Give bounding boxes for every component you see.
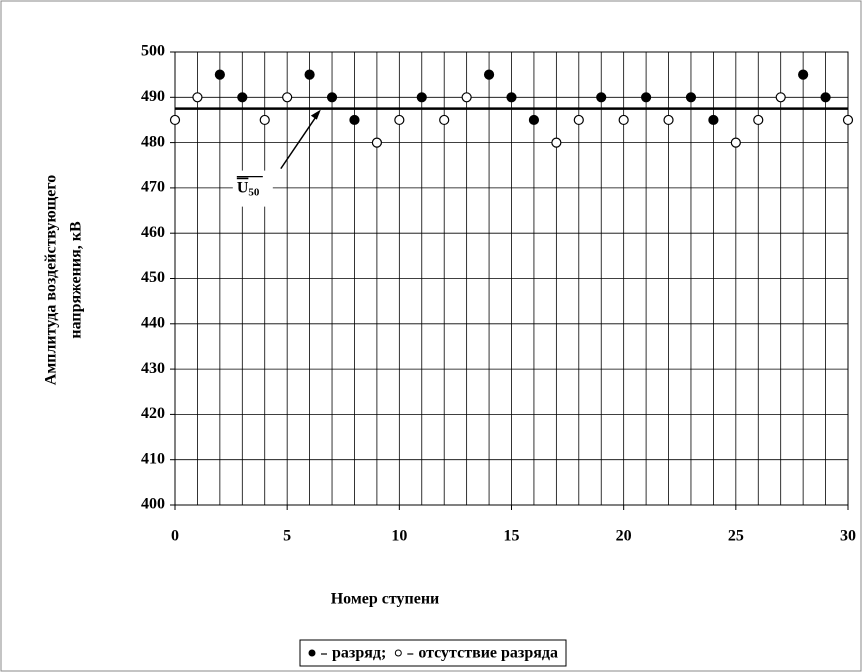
y-tick-label: 480 <box>141 133 165 150</box>
point <box>798 69 809 80</box>
y-tick-label: 490 <box>141 88 165 105</box>
point <box>237 92 248 103</box>
legend-box <box>299 639 567 667</box>
y-tick-label: 400 <box>141 496 165 513</box>
y-tick-label: 430 <box>141 360 165 377</box>
x-tick-label: 0 <box>171 528 179 545</box>
arrow-head <box>310 109 321 120</box>
point <box>439 114 450 126</box>
y-tick-label: 410 <box>141 450 165 467</box>
legend-marker <box>308 649 316 657</box>
point <box>371 137 382 148</box>
point <box>596 92 607 103</box>
point <box>304 69 315 80</box>
point <box>528 114 540 126</box>
u50-label-main: U <box>237 179 249 196</box>
point <box>349 114 360 126</box>
x-tick-label: 20 <box>616 528 632 545</box>
y-axis-label: напряжения, кВ <box>68 221 85 339</box>
u50-label: U50 <box>237 179 260 198</box>
x-tick-label: 10 <box>391 528 407 545</box>
point <box>730 137 741 148</box>
point <box>820 92 831 103</box>
x-tick-label: 15 <box>504 528 520 545</box>
point <box>640 92 652 103</box>
point <box>416 92 427 103</box>
u50-label-sub: 50 <box>248 186 259 198</box>
point <box>618 114 629 126</box>
x-tick-label: 30 <box>840 528 856 545</box>
y-tick-label: 460 <box>141 224 165 241</box>
y-axis-label: Амплитуда воздействующего <box>43 175 60 385</box>
point <box>192 92 203 103</box>
y-tick-label: 450 <box>141 269 165 286</box>
point <box>506 92 517 103</box>
point <box>259 114 270 126</box>
point <box>753 114 764 126</box>
legend-label: отсутствие разряда <box>418 645 558 662</box>
plot-border <box>174 51 849 506</box>
x-axis-label: Номер ступени <box>331 591 440 608</box>
point <box>169 114 181 126</box>
y-tick-label: 500 <box>141 43 165 60</box>
point <box>708 114 719 126</box>
point <box>775 92 786 103</box>
point <box>461 92 472 103</box>
point <box>685 92 697 103</box>
x-tick-label: 25 <box>728 528 744 545</box>
y-tick-label: 470 <box>141 179 165 196</box>
legend-marker <box>394 649 402 657</box>
point <box>214 69 225 80</box>
point <box>842 114 854 126</box>
legend-label: разряд <box>332 645 381 662</box>
point <box>282 92 293 103</box>
point <box>483 69 495 80</box>
point <box>326 92 338 103</box>
arrow <box>280 112 320 170</box>
y-tick-label: 420 <box>141 405 165 422</box>
point <box>663 114 674 126</box>
point <box>573 114 584 126</box>
y-tick-label: 440 <box>141 314 165 331</box>
point <box>394 114 405 126</box>
point <box>551 137 562 148</box>
legend-separator: ; <box>381 645 386 662</box>
x-tick-label: 5 <box>283 528 291 545</box>
